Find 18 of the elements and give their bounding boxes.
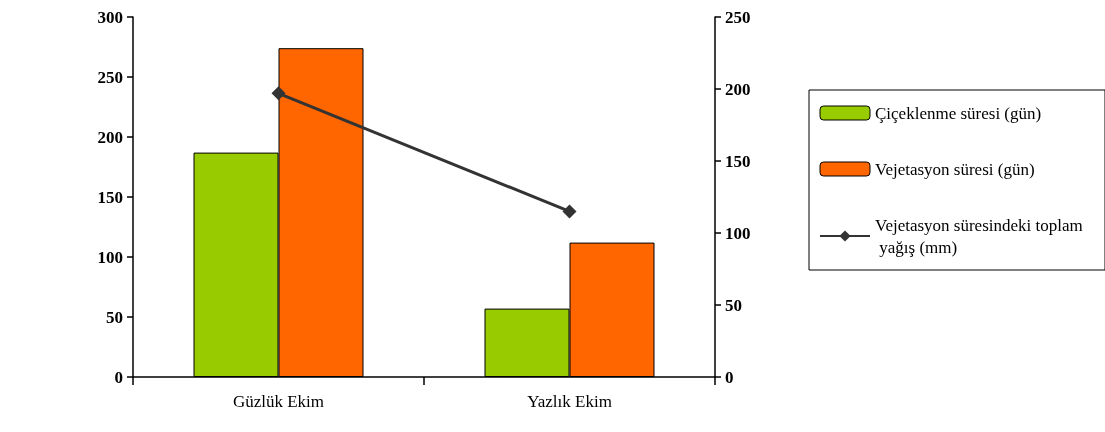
y-tick-label: 250 [97,67,123,87]
y2-tick-label: 50 [725,295,742,315]
x-tick-label: Güzlük Ekim [232,392,325,411]
y2-tick-label: 200 [725,79,751,99]
y-tick-label: 50 [106,307,123,327]
legend-label: Vejetasyon süresindeki toplam yağış (mm) [875,215,1083,257]
y-tick-label: 0 [114,367,123,387]
y-tick-label: 200 [97,127,123,147]
legend-label: Vejetasyon süresi (gün) [875,159,1035,179]
y-tick-label: 300 [97,7,123,27]
y2-tick-label: 0 [725,367,734,387]
y-tick-label: 150 [97,187,123,207]
legend-label: Çiçeklenme süresi (gün) [875,103,1042,123]
y-tick-label: 100 [97,247,123,267]
x-tick-label: Yazlık Ekim [527,392,612,411]
y2-tick-label: 150 [725,151,751,171]
y2-tick-label: 100 [725,223,751,243]
y2-tick-label: 250 [725,7,751,27]
